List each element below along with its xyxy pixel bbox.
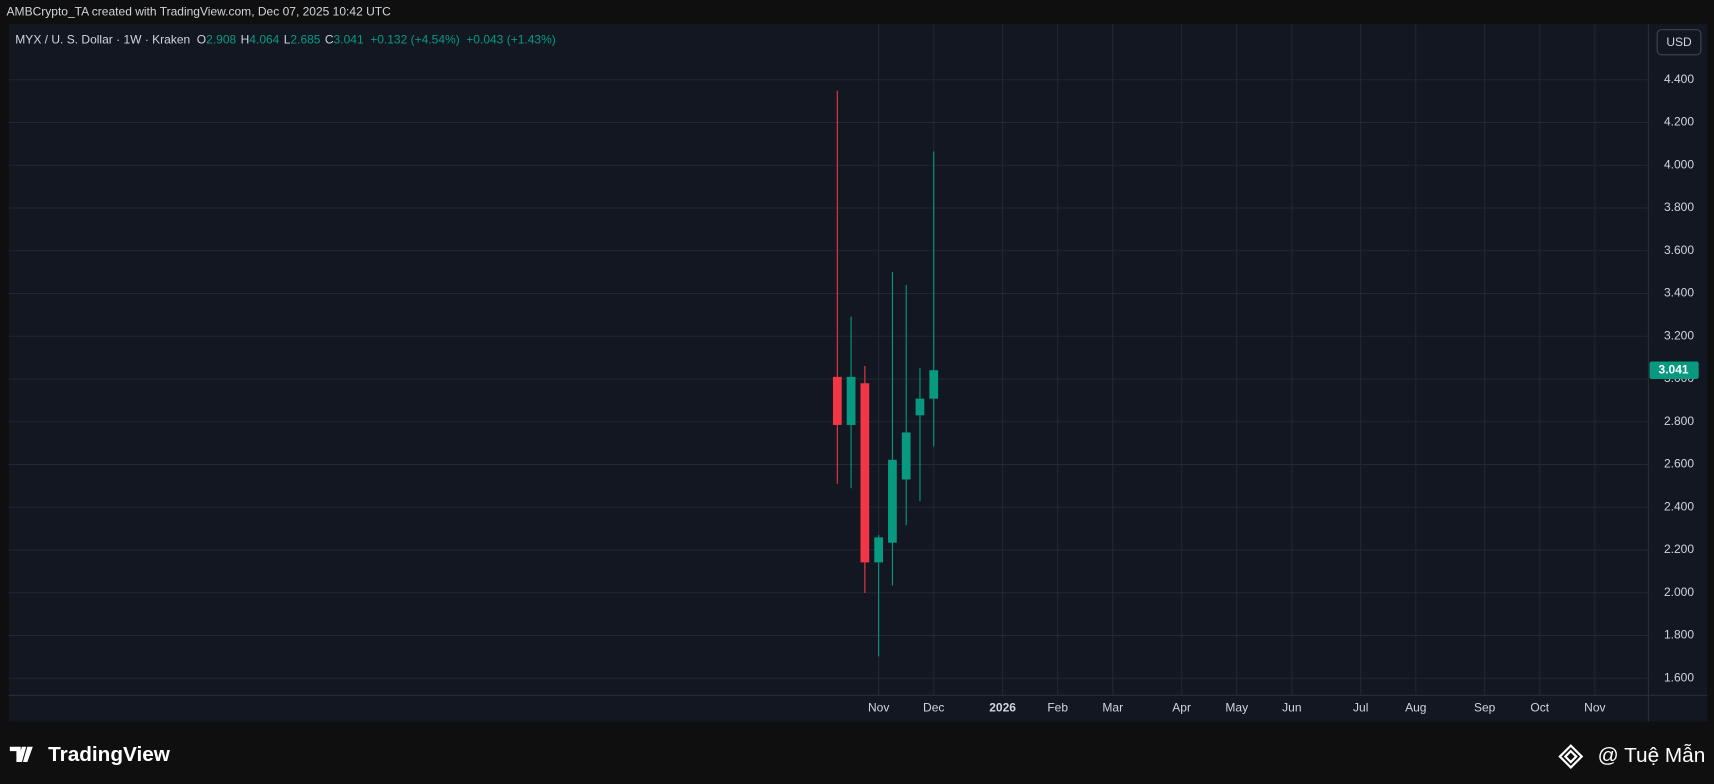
y-tick-label: 3.600 — [1664, 243, 1694, 257]
legend: MYX / U. S. Dollar · 1W · Kraken O2.908 H4… — [15, 33, 555, 47]
x-tick-label: Mar — [1102, 701, 1123, 715]
y-tick-label: 2.600 — [1664, 457, 1694, 471]
x-tick-label: May — [1225, 701, 1248, 715]
y-tick-label: 2.400 — [1664, 499, 1694, 513]
y-tick-label: 3.800 — [1664, 200, 1694, 214]
y-tick-label: 1.800 — [1664, 628, 1694, 642]
legend-line: MYX / U. S. Dollar · 1W · Kraken O2.908 H4… — [15, 33, 555, 47]
y-tick-label: 4.400 — [1664, 72, 1694, 86]
watermark-icon — [1558, 744, 1584, 770]
y-tick-label: 2.200 — [1664, 542, 1694, 556]
y-tick-label: 4.000 — [1664, 157, 1694, 171]
y-tick-label: 4.200 — [1664, 115, 1694, 129]
candle-body — [832, 376, 842, 425]
legend-key: O — [197, 33, 206, 47]
legend-open: 2.908 — [206, 33, 236, 47]
x-tick-label: 2026 — [989, 701, 1016, 715]
y-tick-label: 2.800 — [1664, 414, 1694, 428]
candle-body — [874, 537, 884, 563]
legend-change: +0.132 (+4.54%) — [370, 33, 460, 47]
x-tick-label: Feb — [1047, 701, 1068, 715]
candle-body — [846, 376, 856, 425]
brand-logo — [9, 746, 33, 763]
x-tick-label: Nov — [1584, 701, 1605, 715]
header: AMBCrypto_TA created with TradingView.co… — [7, 4, 392, 18]
candle-body — [901, 432, 911, 480]
y-tick-label: 2.000 — [1664, 585, 1694, 599]
legend-close: 3.041 — [334, 33, 364, 47]
candle-body — [888, 459, 897, 543]
grid: 1.6001.8002.0002.2002.4002.6002.8003.000… — [8, 24, 1694, 715]
x-tick-label: Dec — [923, 701, 944, 715]
currency-label[interactable]: USD — [1666, 35, 1692, 49]
candle-body — [860, 383, 870, 563]
legend-symbol: MYX / U. S. Dollar · 1W · Kraken — [15, 33, 190, 47]
y-tick-label: 1.600 — [1664, 670, 1694, 684]
brand: TradingView — [48, 743, 171, 766]
chart-pane — [8, 24, 1708, 722]
x-tick-label: Sep — [1474, 701, 1496, 715]
x-tick-label: Nov — [868, 701, 889, 715]
legend-key: H — [241, 33, 250, 47]
legend-low: 2.685 — [290, 33, 320, 47]
legend-high: 4.064 — [249, 33, 279, 47]
x-tick-label: Oct — [1530, 701, 1549, 715]
legend-key: L — [284, 33, 291, 47]
y-tick-label: 3.200 — [1664, 328, 1694, 342]
watermark: @ Tuệ Mẫn — [1598, 744, 1706, 767]
x-tick-label: Jun — [1282, 701, 1301, 715]
x-tick-label: Aug — [1405, 701, 1426, 715]
x-tick-label: Apr — [1172, 701, 1191, 715]
last-price-badge — [1649, 361, 1699, 379]
legend-key: C — [325, 33, 334, 47]
legend-change: +0.043 (+1.43%) — [466, 33, 556, 47]
candles: 3.041 — [832, 90, 1699, 657]
candle-body — [929, 370, 939, 399]
candle-body — [915, 398, 925, 416]
y-tick-label: 3.400 — [1664, 286, 1694, 300]
currency-button[interactable] — [1656, 29, 1702, 56]
x-tick-label: Jul — [1353, 701, 1368, 715]
last-price-label: 3.041 — [1659, 362, 1689, 376]
